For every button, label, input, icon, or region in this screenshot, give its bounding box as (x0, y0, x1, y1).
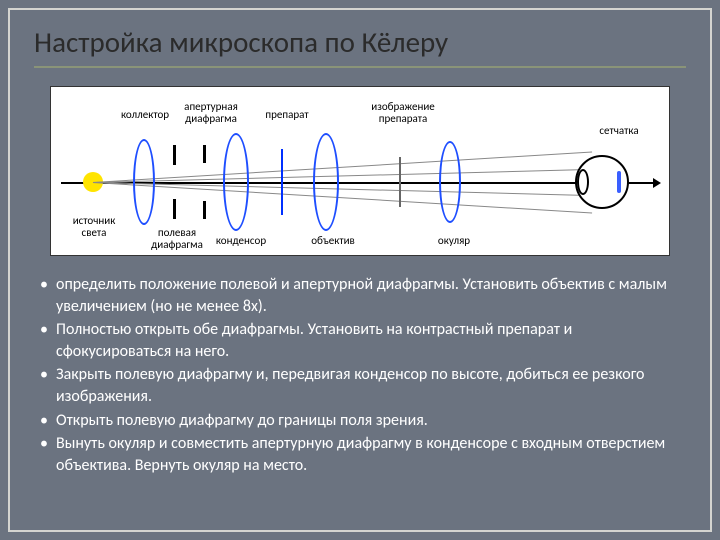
list-item: Закрыть полевую диафрагму и, передвигая … (38, 364, 682, 407)
objective-lens (313, 133, 339, 231)
image-plane (399, 157, 401, 207)
aperture-diaphragm-icon (203, 145, 206, 163)
label-ocular: окуляр (429, 235, 479, 247)
condenser-lens (223, 133, 249, 231)
label-field: полевая диафрагма (147, 227, 207, 251)
label-condenser: конденсор (209, 235, 273, 247)
label-image: изображение препарата (365, 101, 441, 125)
list-item: Вынуть окуляр и совместить апертурную ди… (38, 433, 682, 476)
slide-frame: Настройка микроскопа по Кёлеру коллектор… (8, 8, 712, 532)
ray-line (93, 182, 592, 214)
ray-line (93, 182, 593, 196)
label-retina: сетчатка (591, 125, 647, 137)
label-specimen: препарат (259, 109, 315, 121)
ray-line (93, 169, 593, 183)
list-item: определить положение полевой и апертурно… (38, 274, 682, 317)
bullet-list: определить положение полевой и апертурно… (38, 274, 682, 476)
collector-lens (133, 139, 155, 225)
bullet-list-container: определить положение полевой и апертурно… (10, 270, 710, 476)
list-item: Полностью открыть обе диафрагмы. Установ… (38, 319, 682, 362)
list-item: Открыть полевую диафрагму до границы пол… (38, 410, 682, 432)
ray-line (93, 151, 592, 183)
label-objective: объектив (303, 235, 363, 247)
eye-icon (575, 155, 629, 209)
specimen-plane (281, 149, 283, 215)
title-container: Настройка микроскопа по Кёлеру (10, 10, 710, 76)
label-collector: коллектор (115, 109, 175, 121)
aperture-diaphragm-icon (203, 201, 206, 219)
eye-lens-icon (577, 169, 589, 195)
label-aperture: апертурная диафрагма (179, 101, 243, 125)
slide-title: Настройка микроскопа по Кёлеру (34, 24, 686, 68)
label-source: источник света (65, 215, 123, 239)
field-diaphragm-icon (173, 199, 176, 219)
ocular-lens (439, 141, 461, 223)
field-diaphragm-icon (173, 145, 176, 165)
optical-diagram: коллектор апертурная диафрагма препарат … (50, 86, 670, 256)
